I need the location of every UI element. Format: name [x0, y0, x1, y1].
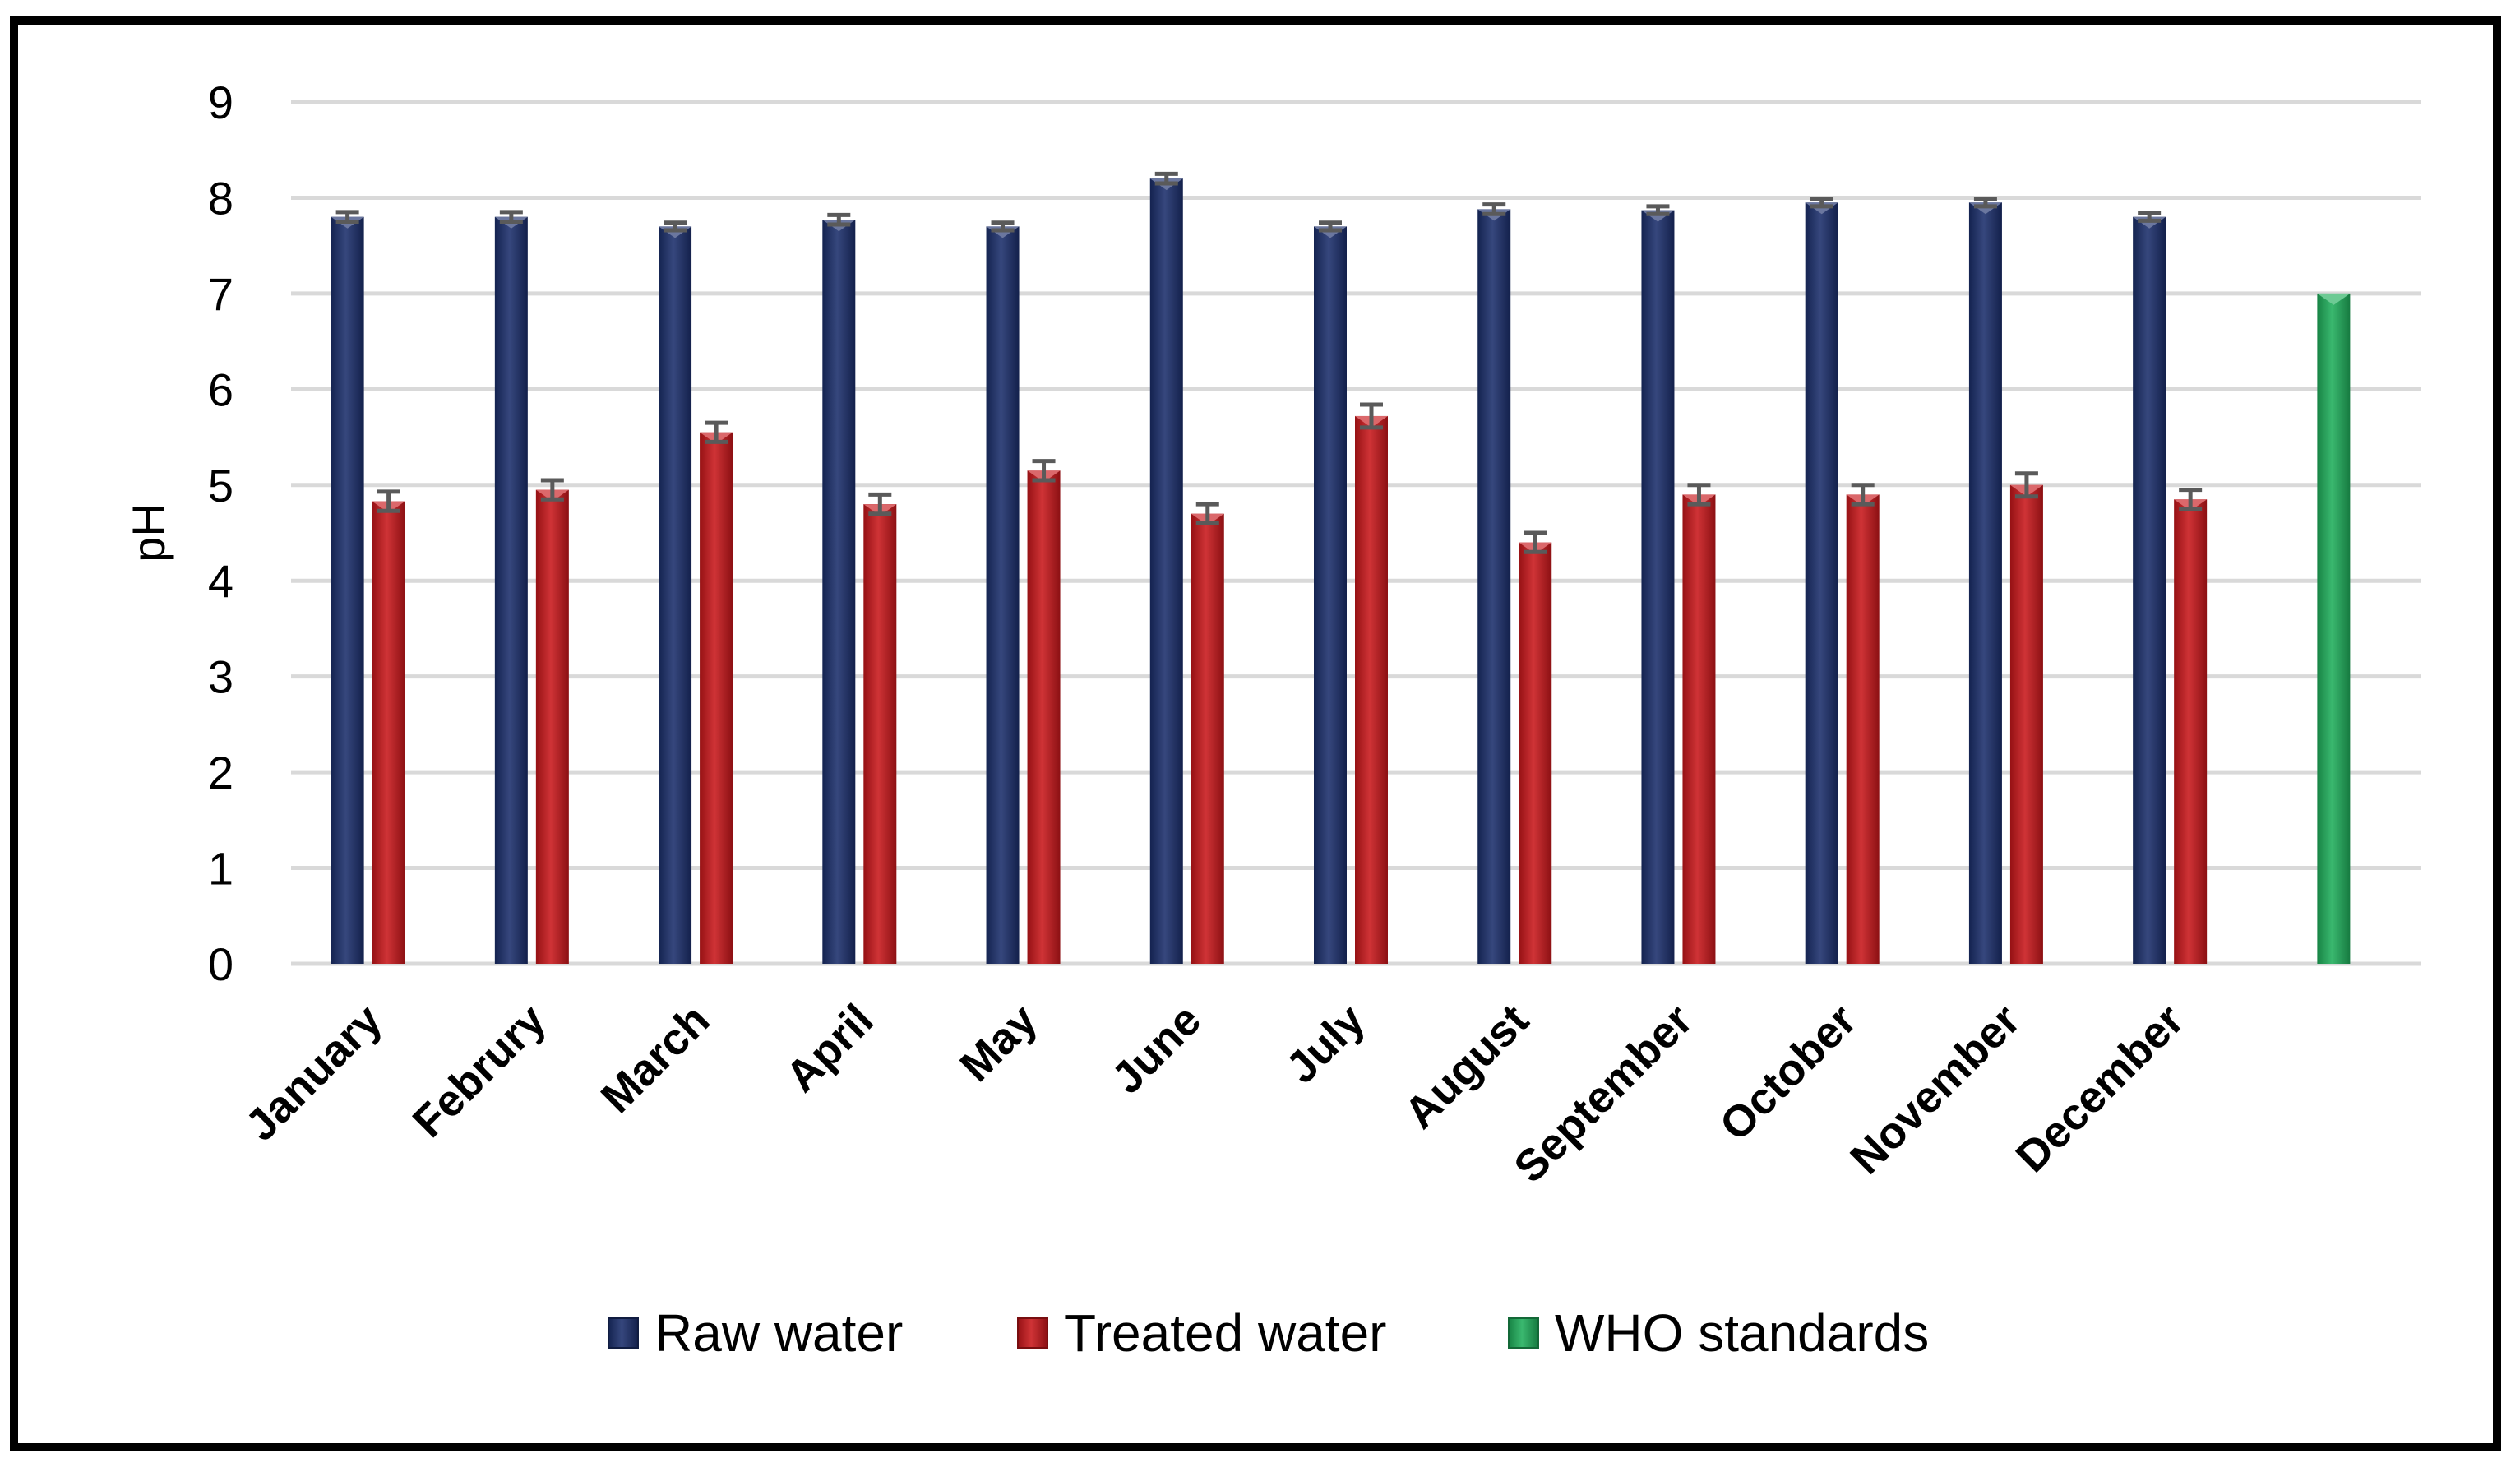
bar-treated-water-december: [2174, 499, 2208, 964]
legend-swatch: [1508, 1317, 1539, 1349]
x-tick-label: June: [1103, 995, 1211, 1104]
bar-raw-water-september: [1641, 210, 1675, 965]
x-tick-label: March: [592, 995, 719, 1123]
bar-raw-water-june: [1149, 178, 1183, 965]
x-tick-label: May: [950, 995, 1047, 1091]
bar-treated-water-january: [372, 501, 405, 964]
y-axis-title: pH: [123, 503, 174, 562]
error-bar: [1360, 402, 1383, 430]
legend-label: Raw water: [654, 1303, 903, 1363]
bar-raw-water-october: [1805, 202, 1838, 964]
error-bar: [664, 220, 687, 233]
error-bar: [991, 220, 1015, 233]
x-axis-category-labels: January Februry March April May June July Augus…: [236, 995, 2193, 1192]
error-bar: [335, 210, 359, 225]
bar-raw-water-march: [659, 226, 692, 964]
bars: [331, 171, 2351, 965]
bar-raw-water-februry: [494, 216, 528, 964]
x-tick-label: Februry: [404, 995, 556, 1147]
ph-bar-chart: 0 1 2 3 4 5 6 7 8 9 pH January Februry March April Ma…: [123, 76, 2421, 1363]
chart-frame: 0 1 2 3 4 5 6 7 8 9 pH January Februry March April Ma…: [10, 16, 2501, 1451]
y-tick-label: 1: [208, 843, 234, 895]
bar-treated-water-july: [1355, 415, 1388, 965]
bar-raw-water-december: [2133, 216, 2166, 964]
bar-raw-water-january: [331, 216, 364, 964]
bar-treated-water-march: [700, 432, 733, 964]
x-tick-label: January: [236, 995, 391, 1150]
error-bar: [1810, 197, 1833, 209]
y-tick-label: 9: [208, 76, 234, 128]
error-bar: [1032, 459, 1056, 483]
error-bar: [1482, 202, 1506, 216]
bar-treated-water-februry: [535, 489, 569, 964]
legend-item-who-standards: WHO standards: [1508, 1303, 1929, 1363]
y-tick-label: 7: [208, 268, 234, 320]
y-tick-label: 6: [208, 363, 234, 415]
bar-raw-water-may: [986, 226, 1020, 964]
y-tick-label: 5: [208, 460, 234, 511]
legend-item-raw-water: Raw water: [608, 1303, 903, 1363]
error-bar: [377, 489, 400, 513]
x-tick-label: July: [1277, 995, 1375, 1093]
error-bar: [868, 492, 892, 516]
error-bar: [2014, 471, 2038, 499]
error-bar: [1319, 220, 1342, 233]
error-bar: [1646, 204, 1670, 216]
error-bar: [1154, 171, 1178, 186]
bar-raw-water-august: [1477, 209, 1511, 964]
bar-treated-water-september: [1682, 494, 1716, 964]
y-tick-label: 3: [208, 651, 234, 703]
error-bar: [540, 478, 564, 502]
error-bar: [499, 210, 523, 225]
legend-label: Treated water: [1064, 1303, 1386, 1363]
error-bar: [1524, 530, 1547, 554]
y-tick-label: 0: [208, 938, 234, 990]
x-tick-label: April: [776, 995, 882, 1101]
legend-label: WHO standards: [1555, 1303, 1929, 1363]
bar-treated-water-june: [1191, 513, 1224, 964]
bar-raw-water-july: [1314, 226, 1347, 964]
error-bar: [2138, 211, 2162, 223]
error-bar: [1973, 197, 1997, 209]
error-bar: [705, 420, 728, 444]
bar-raw-water-april: [822, 220, 856, 964]
y-tick-label: 4: [208, 555, 234, 607]
x-tick-label: October: [1710, 995, 1866, 1150]
error-bar: [1687, 483, 1711, 507]
bar-treated-water-november: [2009, 484, 2043, 964]
legend: Raw water Treated water WHO standards: [608, 1303, 1929, 1363]
x-tick-label: November: [1841, 995, 2029, 1183]
y-axis-ticks: 0 1 2 3 4 5 6 7 8 9: [208, 76, 234, 990]
legend-swatch: [608, 1317, 639, 1349]
bar-raw-water-november: [1968, 202, 2002, 964]
y-tick-label: 8: [208, 172, 234, 224]
legend-item-treated-water: Treated water: [1017, 1303, 1386, 1363]
bar-who-standards: [2317, 293, 2351, 964]
x-tick-label: December: [2007, 995, 2194, 1182]
error-bar: [1195, 502, 1219, 525]
y-tick-label: 2: [208, 747, 234, 798]
bar-treated-water-august: [1519, 542, 1552, 964]
error-bar: [827, 212, 851, 227]
bar-treated-water-april: [863, 504, 897, 964]
legend-swatch: [1017, 1317, 1048, 1349]
error-bar: [2179, 488, 2203, 511]
x-tick-label: August: [1395, 995, 1538, 1138]
bar-treated-water-october: [1846, 494, 1880, 964]
x-tick-label: September: [1505, 995, 1702, 1192]
bar-top-bevel: [2317, 293, 2351, 305]
bar-treated-water-may: [1027, 470, 1061, 964]
error-bar: [1851, 483, 1875, 507]
